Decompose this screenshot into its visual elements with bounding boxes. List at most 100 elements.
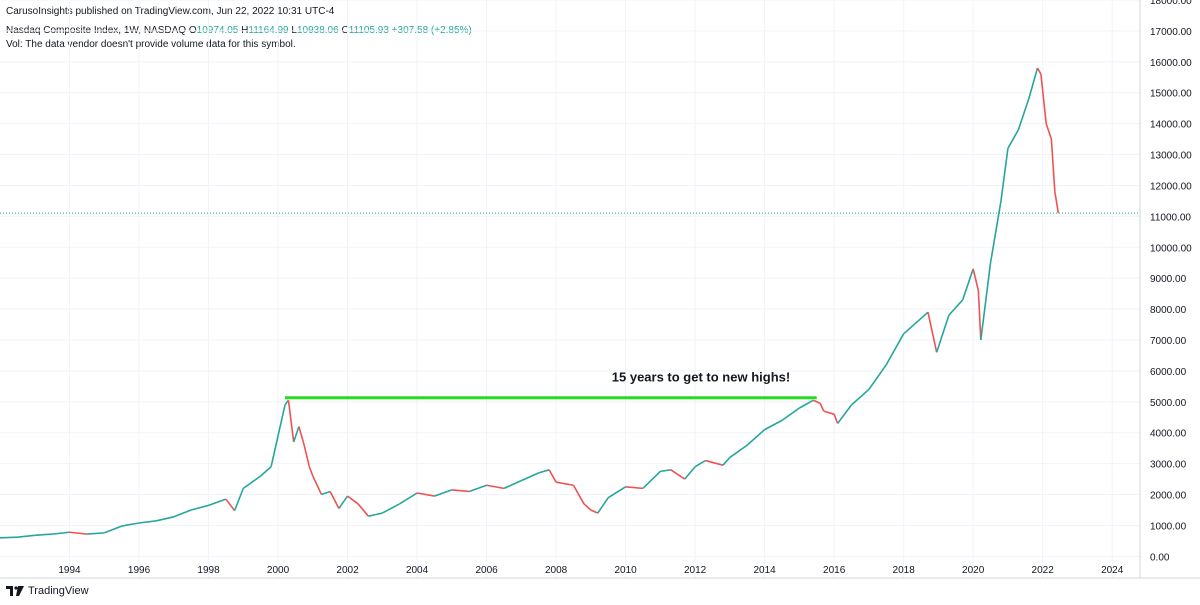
price-segment [503, 479, 522, 490]
time-tick-label: 2016 [823, 565, 846, 576]
volume-note: Vol: The data vendor doesn't provide vol… [6, 39, 296, 50]
price-segment [972, 268, 980, 291]
time-axis[interactable]: 1994 1996 1998 2000 2002 2004 2006 2008 2010 2012… [58, 565, 1123, 576]
annotation-text: 15 years to get to new highs! [612, 370, 790, 385]
price-segment [660, 469, 671, 473]
price-segment [1000, 148, 1009, 202]
price-segment [338, 495, 349, 509]
price-tick-label: 15000.00 [1150, 89, 1192, 100]
price-tick-label: 17000.00 [1150, 27, 1192, 38]
price-segment [17, 534, 35, 538]
price-segment [823, 410, 835, 415]
price-segment [277, 404, 286, 436]
price-segment [980, 262, 992, 341]
time-tick-label: 1996 [128, 565, 151, 576]
price-segment [684, 466, 696, 480]
price-segment [173, 509, 192, 518]
price-segment [368, 513, 376, 517]
price-segment [521, 472, 540, 482]
price-tick-label: 3000.00 [1150, 460, 1187, 471]
price-segment [583, 503, 592, 511]
footer: TradingView [6, 585, 89, 597]
price-segment [868, 364, 887, 390]
time-tick-label: 2008 [545, 565, 568, 576]
price-segment [607, 486, 627, 499]
price-tick-label: 7000.00 [1150, 336, 1187, 347]
price-segment [486, 484, 505, 490]
price-segment [270, 435, 279, 467]
price-segment [434, 489, 453, 497]
price-segment [1040, 74, 1047, 124]
price-segment [138, 520, 157, 524]
price-segment [1054, 191, 1060, 214]
price-segment [836, 404, 853, 424]
price-segment [312, 475, 323, 495]
price-segment [375, 512, 383, 516]
price-segment [156, 516, 174, 522]
tradingview-logo-icon [6, 586, 24, 596]
price-tick-label: 11000.00 [1150, 212, 1191, 223]
price-segment [799, 399, 814, 409]
price-segment [746, 429, 766, 446]
price-segment [86, 532, 105, 535]
price-segment [977, 290, 982, 341]
price-segment [1028, 67, 1039, 100]
price-tick-label: 13000.00 [1150, 151, 1192, 162]
price-segment [812, 399, 821, 405]
publisher-line: CarusoInsights published on TradingView.… [6, 6, 335, 17]
price-tick-label: 16000.00 [1150, 58, 1192, 69]
price-segment [451, 489, 470, 493]
price-segment [597, 497, 609, 514]
price-segment [298, 426, 305, 446]
price-segment [989, 200, 1002, 263]
time-tick-label: 2022 [1032, 565, 1055, 576]
price-segment [764, 419, 783, 431]
price-segment [903, 311, 929, 335]
grid [0, 0, 1140, 578]
price-segment [233, 488, 245, 511]
price-segment [303, 444, 311, 467]
time-tick-label: 2010 [614, 565, 637, 576]
price-series [0, 67, 1060, 539]
price-segment [103, 525, 122, 534]
price-segment [260, 466, 272, 477]
time-tick-label: 2002 [336, 565, 359, 576]
price-segment [329, 491, 340, 509]
price-segment [935, 315, 950, 353]
time-tick-label: 2014 [754, 565, 777, 576]
price-segment [705, 459, 724, 466]
price-segment [208, 498, 227, 507]
price-tick-label: 14000.00 [1150, 120, 1192, 131]
price-segment [242, 475, 262, 490]
time-tick-label: 1998 [197, 565, 220, 576]
brand-name: TradingView [28, 585, 89, 597]
time-tick-label: 2018 [893, 565, 916, 576]
price-segment [34, 533, 53, 537]
price-segment [69, 531, 87, 535]
price-segment [670, 469, 686, 480]
price-segment [548, 469, 557, 483]
time-tick-label: 2012 [684, 565, 707, 576]
price-segment [850, 388, 870, 406]
price-axis[interactable]: 0.00 1000.00 2000.00 3000.00 4000.00 5000.00 6… [1150, 0, 1192, 563]
time-tick-label: 1994 [58, 565, 81, 576]
price-segment [642, 470, 661, 489]
price-segment [927, 312, 938, 353]
price-segment [287, 400, 295, 443]
time-tick-label: 2024 [1101, 565, 1124, 576]
price-segment [538, 469, 550, 474]
price-segment [381, 503, 401, 514]
price-segment [399, 492, 418, 505]
price-tick-label: 4000.00 [1150, 429, 1187, 440]
price-segment [781, 407, 800, 422]
price-segment [0, 536, 18, 539]
price-segment [555, 481, 574, 487]
price-segment [1045, 123, 1053, 140]
price-segment [722, 456, 731, 466]
price-tick-label: 10000.00 [1150, 243, 1192, 254]
price-segment [961, 268, 974, 301]
price-segment [694, 459, 706, 468]
price-tick-label: 18000.00 [1150, 0, 1192, 7]
